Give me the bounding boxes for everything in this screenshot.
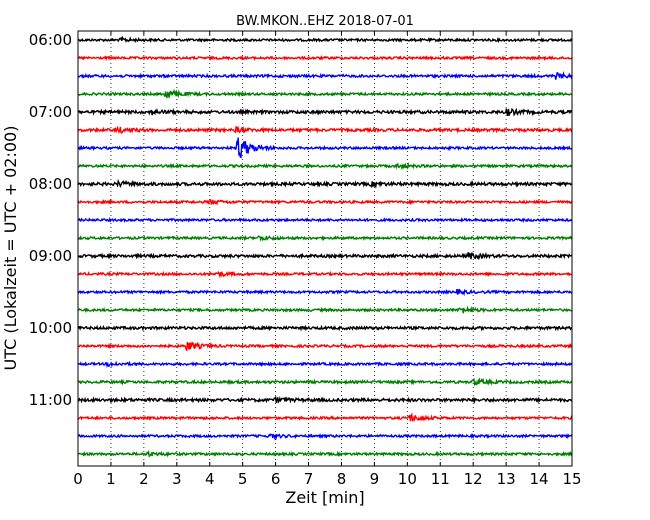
trace-1015	[77, 341, 573, 352]
trace-0830	[77, 216, 573, 223]
trace-0930	[77, 288, 573, 297]
x-tick-label: 14	[530, 470, 549, 488]
y-tick-label: 09:00	[29, 247, 72, 265]
vertical-grid	[110, 31, 540, 466]
x-tick-label: 10	[398, 470, 417, 488]
y-tick-label: 10:00	[29, 319, 72, 337]
x-tick-label: 3	[172, 470, 182, 488]
x-tick-label: 12	[464, 470, 483, 488]
trace-1100	[77, 395, 573, 404]
trace-0800	[77, 178, 573, 189]
trace-0900	[77, 251, 573, 261]
trace-0600	[77, 35, 573, 44]
x-tick-label: 1	[106, 470, 116, 488]
trace-0745	[77, 161, 573, 171]
trace-0715	[77, 125, 573, 134]
y-tick-label: 06:00	[29, 31, 72, 49]
x-tick-label: 2	[139, 470, 149, 488]
x-tick-label: 13	[497, 470, 516, 488]
x-tick-label: 8	[337, 470, 347, 488]
trace-0630	[77, 70, 573, 80]
trace-0945	[78, 305, 573, 314]
x-axis-ticks: 0 1 2 3 4 5 6 7 8 9 10 11 12 13 14 15	[73, 31, 582, 488]
seismic-traces	[77, 35, 573, 458]
x-tick-label: 11	[431, 470, 450, 488]
x-tick-label: 6	[271, 470, 281, 488]
x-axis-label: Zeit [min]	[285, 488, 364, 507]
y-tick-label: 07:00	[29, 103, 72, 121]
x-tick-label: 15	[562, 470, 581, 488]
trace-1045	[77, 377, 573, 386]
trace-0845	[77, 234, 573, 242]
trace-0915	[77, 270, 573, 279]
trace-1130	[77, 432, 573, 441]
trace-0700	[77, 107, 573, 117]
y-tick-label: 11:00	[29, 391, 72, 409]
y-axis-ticks: 06:00 07:00 08:00 09:00 10:00 11:00	[29, 31, 572, 409]
x-tick-label: 4	[205, 470, 215, 488]
trace-1115	[77, 412, 573, 423]
x-tick-label: 0	[73, 470, 83, 488]
trace-0615	[77, 54, 573, 62]
trace-0730	[77, 137, 573, 159]
trace-1145	[77, 449, 573, 458]
x-tick-label: 7	[304, 470, 314, 488]
y-axis-label: UTC (Lokalzeit = UTC + 02:00)	[1, 126, 20, 371]
trace-0815	[77, 198, 573, 206]
plot-frame	[77, 30, 573, 467]
trace-1030	[77, 360, 573, 369]
x-tick-label: 9	[370, 470, 380, 488]
y-tick-label: 08:00	[29, 175, 72, 193]
x-tick-label: 5	[238, 470, 248, 488]
chart-title: BW.MKON..EHZ 2018-07-01	[236, 14, 414, 29]
trace-0645	[77, 88, 573, 99]
trace-1000	[77, 324, 573, 332]
